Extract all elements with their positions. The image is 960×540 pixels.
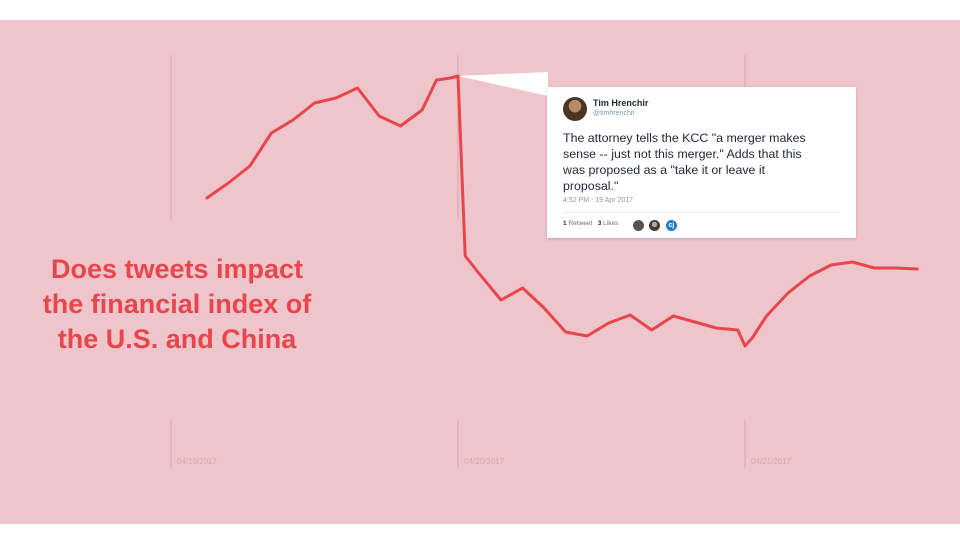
headline: Does tweets impact the financial index o… xyxy=(22,252,332,357)
user-avatar-icon xyxy=(633,220,644,232)
tweet-divider xyxy=(563,212,840,213)
tweet-callout-pointer xyxy=(458,72,548,96)
c-logo-icon: cj xyxy=(665,220,677,232)
x-tick-label: 04/19/2017 xyxy=(177,457,218,466)
x-tick-label: 04/20/2017 xyxy=(464,457,505,466)
tweet-stats: 1 Retweet 3 Likes xyxy=(563,220,618,227)
liker-avatars: cj xyxy=(633,217,678,232)
tweet-text: The attorney tells the KCC "a merger mak… xyxy=(563,130,853,194)
headline-line-1: Does tweets impact xyxy=(50,254,304,284)
user-avatar-icon xyxy=(649,220,661,232)
tweet-timestamp: 4:52 PM - 19 Apr 2017 xyxy=(563,197,634,204)
headline-line-2: the financial index of xyxy=(42,289,312,319)
retweet-label: Retweet xyxy=(568,220,593,227)
tweet-author-handle: @timhrenchir xyxy=(593,110,635,117)
slide-background: 04/19/2017 04/20/2017 04/21/2017 Does twee… xyxy=(0,20,960,524)
headline-line-3: the U.S. and China xyxy=(57,324,297,354)
series-line xyxy=(205,74,919,348)
tweet-text-line: was proposed as a "take it or leave it xyxy=(563,163,766,177)
like-label: Likes xyxy=(603,220,619,227)
retweet-count: 1 xyxy=(563,220,567,227)
x-tick-label: 04/21/2017 xyxy=(751,457,792,466)
tweet-text-line: sense -- just not this merger." Adds tha… xyxy=(563,147,802,161)
tweet-author-name: Tim Hrenchir xyxy=(593,98,649,108)
like-count: 3 xyxy=(597,220,602,227)
tweet-card: Tim Hrenchir @timhrenchir The attorney t… xyxy=(547,87,856,238)
tweet-text-line: The attorney tells the KCC "a merger mak… xyxy=(563,131,806,145)
author-avatar xyxy=(563,97,587,121)
tweet-text-line: proposal." xyxy=(563,179,619,193)
